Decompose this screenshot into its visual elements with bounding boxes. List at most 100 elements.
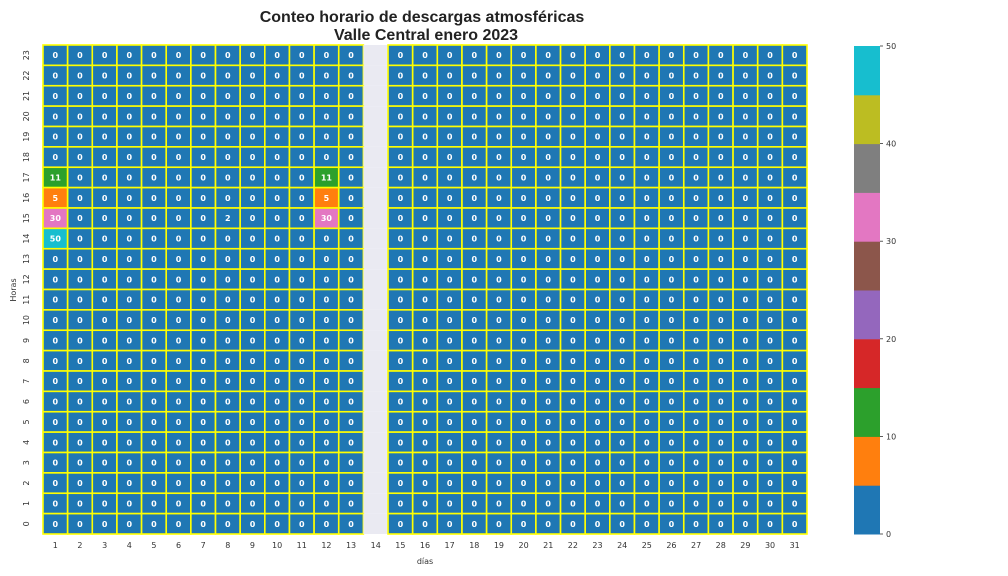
heatmap-cell-label: 0: [176, 275, 182, 284]
colorbar-tick-label: 50: [886, 42, 896, 51]
heatmap-cell-label: 0: [619, 173, 625, 182]
heatmap-cell-label: 0: [619, 92, 625, 101]
heatmap-cell-label: 0: [200, 214, 206, 223]
heatmap-cell-label: 30: [50, 214, 62, 223]
heatmap-cell-label: 0: [743, 214, 749, 223]
heatmap-cell-label: 0: [447, 398, 453, 407]
heatmap-cell-label: 0: [472, 499, 478, 508]
heatmap-cell-label: 0: [422, 377, 428, 386]
heatmap-cell-label: 0: [595, 72, 601, 81]
heatmap-cell-label: 0: [102, 398, 108, 407]
heatmap-cell-label: 0: [422, 316, 428, 325]
heatmap-cell-label: 0: [398, 133, 404, 142]
heatmap-cell-label: 0: [348, 133, 354, 142]
heatmap-cell-label: 0: [570, 235, 576, 244]
heatmap-cell-label: 0: [521, 459, 527, 468]
heatmap-cell-label: 0: [447, 357, 453, 366]
heatmap-cell-label: 0: [102, 92, 108, 101]
heatmap-cell-label: 0: [570, 520, 576, 529]
heatmap-cell-label: 0: [422, 153, 428, 162]
heatmap-cell-label: 0: [53, 520, 59, 529]
colorbar-segment: [854, 338, 880, 389]
heatmap-cell-label: 0: [570, 479, 576, 488]
heatmap-cell-label: 0: [595, 438, 601, 447]
heatmap-cell-label: 0: [422, 520, 428, 529]
heatmap-cell-label: 0: [619, 357, 625, 366]
heatmap-cell-label: 0: [619, 520, 625, 529]
heatmap-cell-label: 0: [324, 133, 330, 142]
heatmap-cell-label: 0: [792, 459, 798, 468]
heatmap-cell-label: 0: [126, 275, 132, 284]
heatmap-cell-label: 0: [619, 418, 625, 427]
heatmap-cell-label: 0: [250, 255, 256, 264]
heatmap-cell-label: 0: [250, 51, 256, 60]
heatmap-cell-label: 0: [250, 418, 256, 427]
heatmap-cell-label: 0: [496, 296, 502, 305]
heatmap-cell-label: 0: [644, 72, 650, 81]
heatmap-cell-label: 0: [570, 499, 576, 508]
heatmap-cell-label: 0: [225, 153, 231, 162]
heatmap-cell-label: 0: [77, 235, 83, 244]
heatmap-cell-label: 0: [693, 418, 699, 427]
heatmap-cell-label: 0: [225, 133, 231, 142]
heatmap-cell-label: 0: [595, 459, 601, 468]
heatmap-cell-label: 0: [644, 357, 650, 366]
heatmap-cell-label: 0: [644, 336, 650, 345]
heatmap-cell-label: 0: [545, 92, 551, 101]
heatmap-cell-label: 0: [545, 275, 551, 284]
heatmap-cell-label: 0: [619, 112, 625, 121]
heatmap-cell-label: 0: [447, 316, 453, 325]
heatmap-cell-label: 0: [447, 418, 453, 427]
heatmap-cell-label: 0: [126, 235, 132, 244]
heatmap-cell-label: 11: [50, 173, 62, 182]
heatmap-cell-label: 0: [767, 418, 773, 427]
heatmap-cell-label: 0: [545, 173, 551, 182]
heatmap-cell-label: 0: [447, 520, 453, 529]
heatmap-cell-label: 0: [102, 51, 108, 60]
heatmap-cell-label: 0: [545, 51, 551, 60]
heatmap-cell-label: 0: [496, 438, 502, 447]
heatmap-cell-label: 0: [792, 92, 798, 101]
x-tick-label: 14: [371, 541, 381, 550]
heatmap-cell-label: 0: [422, 255, 428, 264]
heatmap-cell-label: 0: [472, 255, 478, 264]
heatmap-cell-label: 0: [595, 418, 601, 427]
heatmap-cell-label: 0: [767, 398, 773, 407]
heatmap-cell: [781, 512, 808, 535]
x-tick-label: 15: [395, 541, 405, 550]
heatmap-cell-label: 0: [53, 296, 59, 305]
heatmap-cell-label: 0: [496, 275, 502, 284]
heatmap-cell-label: 0: [743, 72, 749, 81]
heatmap-cell-label: 0: [718, 316, 724, 325]
heatmap-cell-label: 0: [225, 459, 231, 468]
heatmap-cell-label: 0: [126, 112, 132, 121]
heatmap-cell-label: 0: [767, 357, 773, 366]
heatmap-cell-label: 0: [348, 357, 354, 366]
heatmap-cell-label: 0: [644, 112, 650, 121]
heatmap-cell-label: 0: [398, 235, 404, 244]
heatmap-cell-label: 0: [77, 51, 83, 60]
heatmap-cell-label: 30: [321, 214, 333, 223]
heatmap-cell-label: 0: [77, 459, 83, 468]
heatmap-cell-label: 0: [299, 92, 305, 101]
heatmap-cell-label: 0: [545, 336, 551, 345]
heatmap-cell-label: 0: [200, 72, 206, 81]
heatmap-cell-missing: [363, 248, 389, 270]
heatmap-cell-label: 0: [250, 235, 256, 244]
y-tick-label: 13: [22, 254, 31, 264]
heatmap-cell-label: 0: [644, 316, 650, 325]
heatmap-cell-label: 0: [619, 214, 625, 223]
heatmap-cell-label: 0: [299, 153, 305, 162]
heatmap-cell-label: 0: [200, 194, 206, 203]
heatmap-cell-label: 0: [102, 255, 108, 264]
x-tick-label: 29: [740, 541, 750, 550]
heatmap-cell-label: 0: [151, 479, 157, 488]
heatmap-cell-label: 0: [792, 316, 798, 325]
heatmap-cell-label: 0: [299, 316, 305, 325]
heatmap-cell-label: 0: [619, 275, 625, 284]
heatmap-cell-label: 0: [595, 296, 601, 305]
heatmap-cell-label: 0: [521, 133, 527, 142]
heatmap-cell-label: 0: [102, 377, 108, 386]
heatmap-cell-label: 0: [225, 51, 231, 60]
heatmap-cell-label: 0: [200, 418, 206, 427]
